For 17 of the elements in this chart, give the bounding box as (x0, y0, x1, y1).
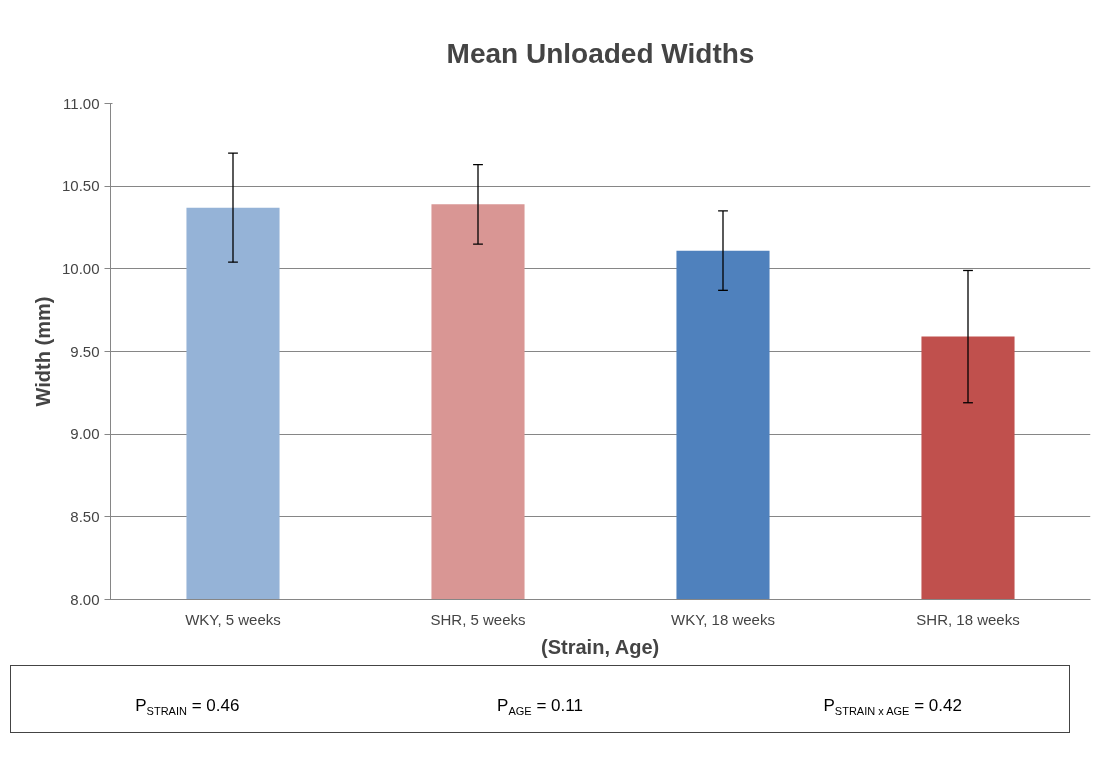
chart-title: Mean Unloaded Widths (446, 37, 755, 69)
x-tick-label: WKY, 5 weeks (185, 610, 281, 628)
x-tick-label: SHR, 5 weeks (430, 610, 526, 628)
y-tick-label: 9.50 (70, 342, 100, 360)
y-tick-label: 10.50 (61, 177, 100, 195)
y-tick-label: 11.00 (63, 94, 100, 112)
y-tick-label: 9.00 (70, 425, 100, 443)
y-tick-label: 8.00 (70, 590, 100, 608)
text: P$_{STRAIN}$ = 0.46 (134, 695, 241, 720)
y-tick-label: 10.00 (61, 259, 100, 277)
x-axis-title: (Strain, Age) (541, 635, 660, 658)
y-tick-label: 8.50 (70, 507, 100, 525)
y-axis-title: Width (mm) (31, 296, 54, 407)
x-tick-label: SHR, 18 weeks (916, 610, 1020, 628)
text: P$_{AGE}$ = 0.11 (496, 695, 584, 720)
x-tick-label: WKY, 18 weeks (671, 610, 775, 628)
text: P$_{STRAIN x AGE}$ = 0.42 (822, 695, 963, 720)
